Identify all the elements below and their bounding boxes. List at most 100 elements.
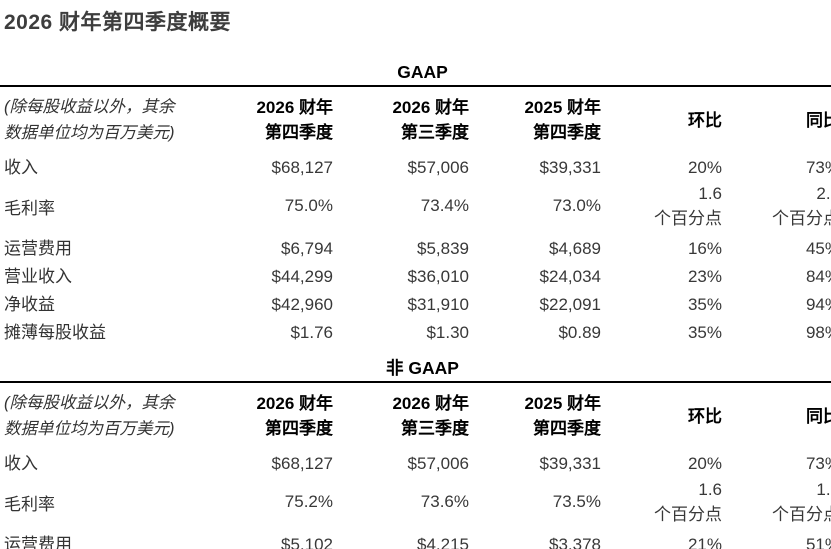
cell-q3-2026: $4,215 xyxy=(417,535,469,549)
gaap-col-header-yoy: 同比 xyxy=(722,94,831,146)
gaap-col-header-q3-2026: 2026 财年 第三季度 xyxy=(333,94,469,146)
table-row-net-income: 净收益 $42,960 $31,910 $22,091 35% 94% xyxy=(0,291,831,319)
cell-q4-2025: $22,091 xyxy=(539,295,601,314)
gaap-section: GAAP (除每股收益以外，其余 数据单位均为百万美元) 2026 财年 第四季… xyxy=(0,61,831,347)
cell-yoy-value: 1.7 xyxy=(816,480,831,499)
row-label: 营业收入 xyxy=(4,267,72,286)
cell-yoy: 1.7 个百分点 xyxy=(722,477,831,527)
cell-qoq: 1.6 个百分点 xyxy=(601,181,722,231)
cell-q4-2025: 73.0% xyxy=(552,196,601,215)
gaap-col-header-q4-2025: 2025 财年 第四季度 xyxy=(469,94,601,146)
cell-qoq-value: 1.6 xyxy=(698,184,722,203)
cell-q4-2026: 75.2% xyxy=(284,492,333,511)
cell-qoq-value: 1.6 xyxy=(698,480,722,499)
cell-yoy: 73% xyxy=(805,158,831,177)
col-header-line: 同比 xyxy=(806,406,831,426)
row-label: 收入 xyxy=(4,158,38,177)
cell-q3-2026: $57,006 xyxy=(407,158,469,177)
cell-q3-2026: $1.30 xyxy=(426,323,469,342)
cell-q4-2026: $42,960 xyxy=(271,295,333,314)
table-note-line-2: 数据单位均为百万美元) xyxy=(4,420,175,438)
table-note-line-1: (除每股收益以外，其余 xyxy=(4,98,175,116)
cell-q4-2026: $44,299 xyxy=(271,267,333,286)
cell-yoy-unit: 个百分点 xyxy=(772,209,831,228)
cell-qoq: 35% xyxy=(687,295,722,314)
table-note-line-2: 数据单位均为百万美元) xyxy=(4,124,175,142)
cell-q3-2026: 73.6% xyxy=(420,492,469,511)
row-label: 运营费用 xyxy=(4,535,72,549)
cell-qoq-unit: 个百分点 xyxy=(654,209,722,228)
row-label: 净收益 xyxy=(4,295,55,314)
cell-q4-2026: $6,794 xyxy=(281,239,333,258)
col-header-line: 第四季度 xyxy=(533,419,601,438)
cell-q4-2025: $39,331 xyxy=(539,158,601,177)
col-header-line: 第四季度 xyxy=(265,419,333,438)
col-header-line: 2026 财年 xyxy=(256,394,333,413)
cell-q4-2025: $3,378 xyxy=(549,535,601,549)
cell-q4-2025: 73.5% xyxy=(552,492,601,511)
cell-q4-2026: $5,102 xyxy=(281,535,333,549)
non-gaap-section-title: 非 GAAP xyxy=(386,358,459,378)
col-header-line: 第三季度 xyxy=(401,123,469,142)
non-gaap-col-header-qoq: 环比 xyxy=(601,390,722,442)
cell-q4-2026: $68,127 xyxy=(271,454,333,473)
cell-qoq: 20% xyxy=(687,158,722,177)
row-label: 摊薄每股收益 xyxy=(4,323,106,342)
non-gaap-col-header-q4-2025: 2025 财年 第四季度 xyxy=(469,390,601,442)
table-row-gross-margin: 毛利率 75.2% 73.6% 73.5% 1.6 个百分点 1.7 个百分点 xyxy=(0,477,831,527)
non-gaap-col-header-yoy: 同比 xyxy=(722,390,831,442)
table-row-gross-margin: 毛利率 75.0% 73.4% 73.0% 1.6 个百分点 2.0 个百分点 xyxy=(0,181,831,231)
cell-qoq: 23% xyxy=(687,267,722,286)
col-header-line: 2026 财年 xyxy=(256,98,333,117)
cell-q3-2026: 73.4% xyxy=(420,196,469,215)
col-header-line: 环比 xyxy=(688,406,722,426)
cell-q4-2025: $4,689 xyxy=(549,239,601,258)
cell-q3-2026: $31,910 xyxy=(407,295,469,314)
cell-q4-2026: $68,127 xyxy=(271,158,333,177)
table-row-operating-income: 营业收入 $44,299 $36,010 $24,034 23% 84% xyxy=(0,263,831,291)
col-header-line: 2025 财年 xyxy=(524,394,601,413)
cell-qoq: 20% xyxy=(687,454,722,473)
gaap-header-row: (除每股收益以外，其余 数据单位均为百万美元) 2026 财年 第四季度 202… xyxy=(0,85,831,155)
cell-yoy: 73% xyxy=(805,454,831,473)
col-header-line: 第四季度 xyxy=(533,123,601,142)
col-header-line: 2025 财年 xyxy=(524,98,601,117)
cell-qoq: 35% xyxy=(687,323,722,342)
cell-yoy: 84% xyxy=(805,267,831,286)
non-gaap-col-header-q4-2026: 2026 财年 第四季度 xyxy=(218,390,333,442)
cell-yoy: 94% xyxy=(805,295,831,314)
row-label: 运营费用 xyxy=(4,239,72,258)
cell-qoq-unit: 个百分点 xyxy=(654,505,722,524)
row-label: 收入 xyxy=(4,454,38,473)
non-gaap-header-row: (除每股收益以外，其余 数据单位均为百万美元) 2026 财年 第四季度 202… xyxy=(0,381,831,451)
non-gaap-col-header-q3-2026: 2026 财年 第三季度 xyxy=(333,390,469,442)
cell-qoq: 21% xyxy=(687,535,722,549)
cell-qoq: 16% xyxy=(687,239,722,258)
cell-q4-2025: $24,034 xyxy=(539,267,601,286)
cell-q3-2026: $36,010 xyxy=(407,267,469,286)
gaap-table-note: (除每股收益以外，其余 数据单位均为百万美元) xyxy=(0,94,218,146)
non-gaap-section: 非 GAAP (除每股收益以外，其余 数据单位均为百万美元) 2026 财年 第… xyxy=(0,357,831,549)
table-row-diluted-eps: 摊薄每股收益 $1.76 $1.30 $0.89 35% 98% xyxy=(0,319,831,347)
col-header-line: 2026 财年 xyxy=(392,394,469,413)
table-row-revenue: 收入 $68,127 $57,006 $39,331 20% 73% xyxy=(0,451,831,477)
cell-q3-2026: $57,006 xyxy=(407,454,469,473)
row-label: 毛利率 xyxy=(4,198,55,218)
cell-yoy: 51% xyxy=(805,535,831,549)
cell-q4-2026: 75.0% xyxy=(284,196,333,215)
cell-q4-2025: $0.89 xyxy=(558,323,601,342)
cell-q4-2025: $39,331 xyxy=(539,454,601,473)
row-label: 毛利率 xyxy=(4,494,55,514)
gaap-col-header-q4-2026: 2026 财年 第四季度 xyxy=(218,94,333,146)
cell-yoy: 98% xyxy=(805,323,831,342)
col-header-line: 同比 xyxy=(806,110,831,130)
cell-qoq: 1.6 个百分点 xyxy=(601,477,722,527)
table-row-revenue: 收入 $68,127 $57,006 $39,331 20% 73% xyxy=(0,155,831,181)
col-header-line: 第三季度 xyxy=(401,419,469,438)
cell-yoy: 45% xyxy=(805,239,831,258)
col-header-line: 第四季度 xyxy=(265,123,333,142)
col-header-line: 环比 xyxy=(688,110,722,130)
page-title: 2026 财年第四季度概要 xyxy=(4,11,232,34)
cell-yoy-value: 2.0 xyxy=(816,184,831,203)
